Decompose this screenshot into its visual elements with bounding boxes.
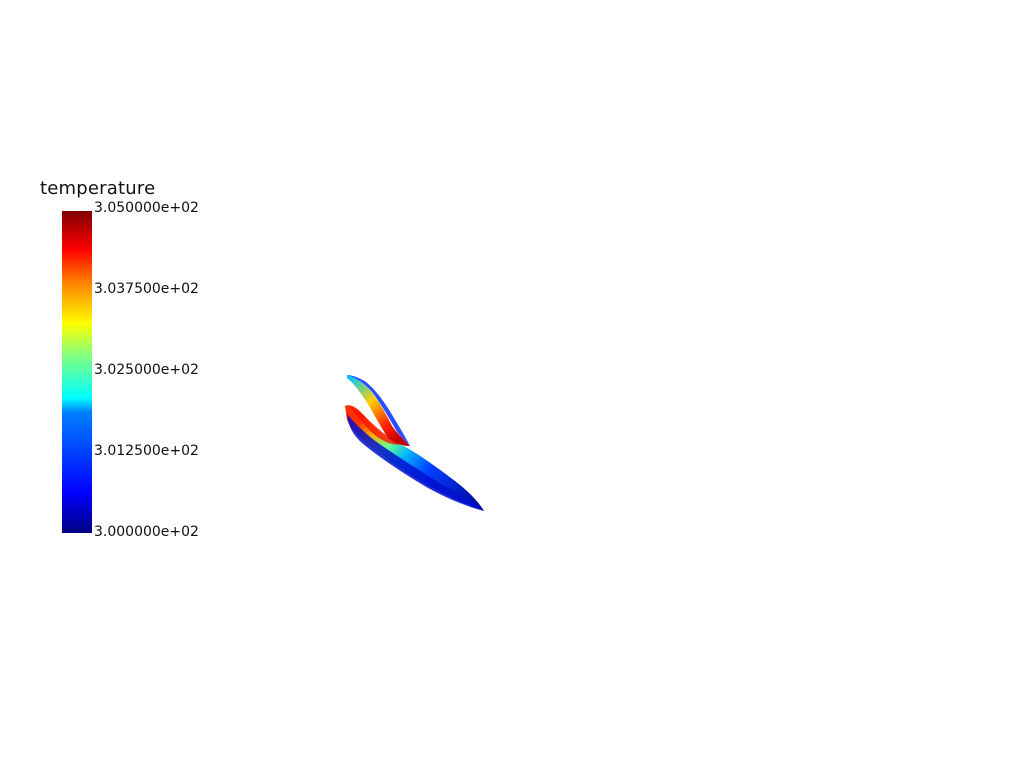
scalar-bar-label-min: 3.000000e+02 (94, 524, 199, 540)
scalar-bar-title: temperature (40, 178, 156, 199)
scalar-bar-label-q3: 3.037500e+02 (94, 281, 199, 297)
lower-rim-shape (347, 414, 484, 511)
scalar-bar-label-max: 3.050000e+02 (94, 200, 199, 216)
upper-arm-shape (347, 375, 410, 446)
scalar-bar-label-q1: 3.012500e+02 (94, 443, 199, 459)
upper-arm-rim-shape (347, 375, 410, 446)
hot-core-shape (350, 407, 404, 445)
scalar-bar-label-mid: 3.025000e+02 (94, 362, 199, 378)
scalar-bar-colormap (62, 211, 92, 533)
main-body-shape (345, 405, 484, 511)
